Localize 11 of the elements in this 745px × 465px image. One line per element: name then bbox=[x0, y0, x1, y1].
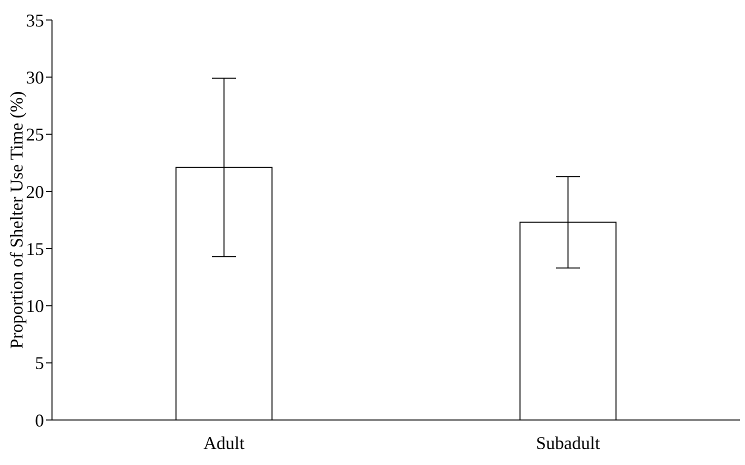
y-tick-label: 25 bbox=[26, 124, 44, 145]
y-tick-label: 35 bbox=[26, 10, 44, 30]
y-axis-title: Proportion of Shelter Use Time (%) bbox=[6, 91, 26, 349]
y-tick-label: 15 bbox=[26, 238, 44, 259]
x-tick-label: Adult bbox=[203, 432, 245, 453]
y-tick-label: 0 bbox=[35, 410, 44, 430]
y-tick-label: 10 bbox=[26, 296, 44, 316]
x-tick-label: Subadult bbox=[536, 432, 600, 453]
y-tick-label: 20 bbox=[26, 182, 44, 202]
y-tick-label: 30 bbox=[26, 68, 44, 88]
y-tick-label: 5 bbox=[35, 353, 44, 374]
